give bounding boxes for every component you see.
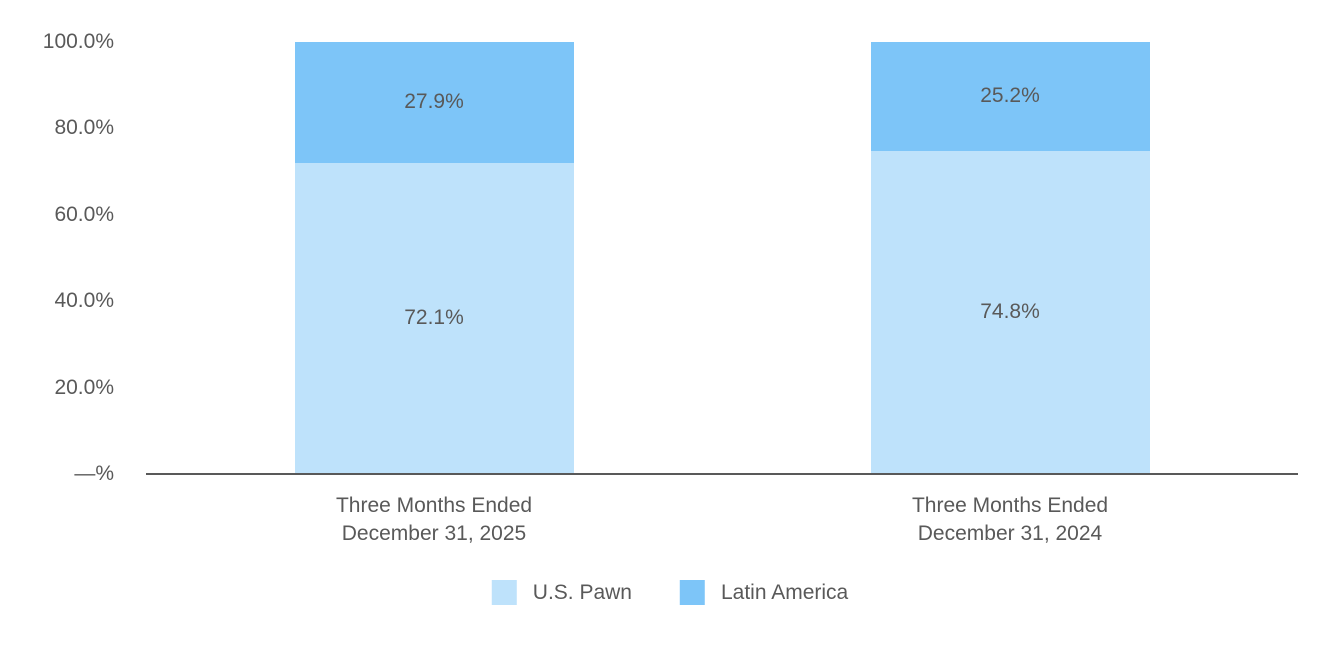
y-tick-label: 100.0% [42,30,114,53]
bar-segment-value-label: 74.8% [980,300,1040,324]
bar-segment-latin-america: 27.9% [294,42,574,163]
legend-label: Latin America [720,580,849,604]
bar-segment-value-label: 72.1% [404,306,464,330]
bar-segment-u-s-pawn: 74.8% [870,150,1150,474]
x-category-label: Three Months Ended December 31, 2025 [336,492,532,548]
legend-item: U.S. Pawn [491,580,632,605]
y-tick-label: 80.0% [54,116,114,140]
legend-label: U.S. Pawn [532,580,632,604]
y-tick-label: 20.0% [54,375,114,399]
x-category-label: Three Months Ended December 31, 2024 [912,492,1108,548]
bar-segment-u-s-pawn: 72.1% [294,162,574,474]
legend: U.S. Pawn Latin America [491,580,849,605]
x-category-label-line: December 31, 2024 [917,522,1103,545]
x-category-label-line: Three Months Ended [335,494,533,517]
bar-segment-latin-america: 25.2% [870,42,1150,151]
bar-segment-value-label: 27.9% [404,90,464,114]
y-tick-label: —% [74,462,114,485]
stacked-bar: 27.9% 72.1% [294,42,574,474]
y-tick-label: 40.0% [54,289,114,313]
bar-segment-value-label: 25.2% [980,84,1040,108]
y-tick-label: 60.0% [54,202,114,226]
stacked-bar: 25.2% 74.8% [870,42,1150,474]
x-category-label-line: Three Months Ended [911,494,1109,517]
x-category-label-line: December 31, 2025 [341,522,527,545]
legend-item: Latin America [679,580,849,605]
legend-swatch [679,580,705,605]
legend-swatch [491,580,517,605]
x-axis-line [146,473,1298,475]
